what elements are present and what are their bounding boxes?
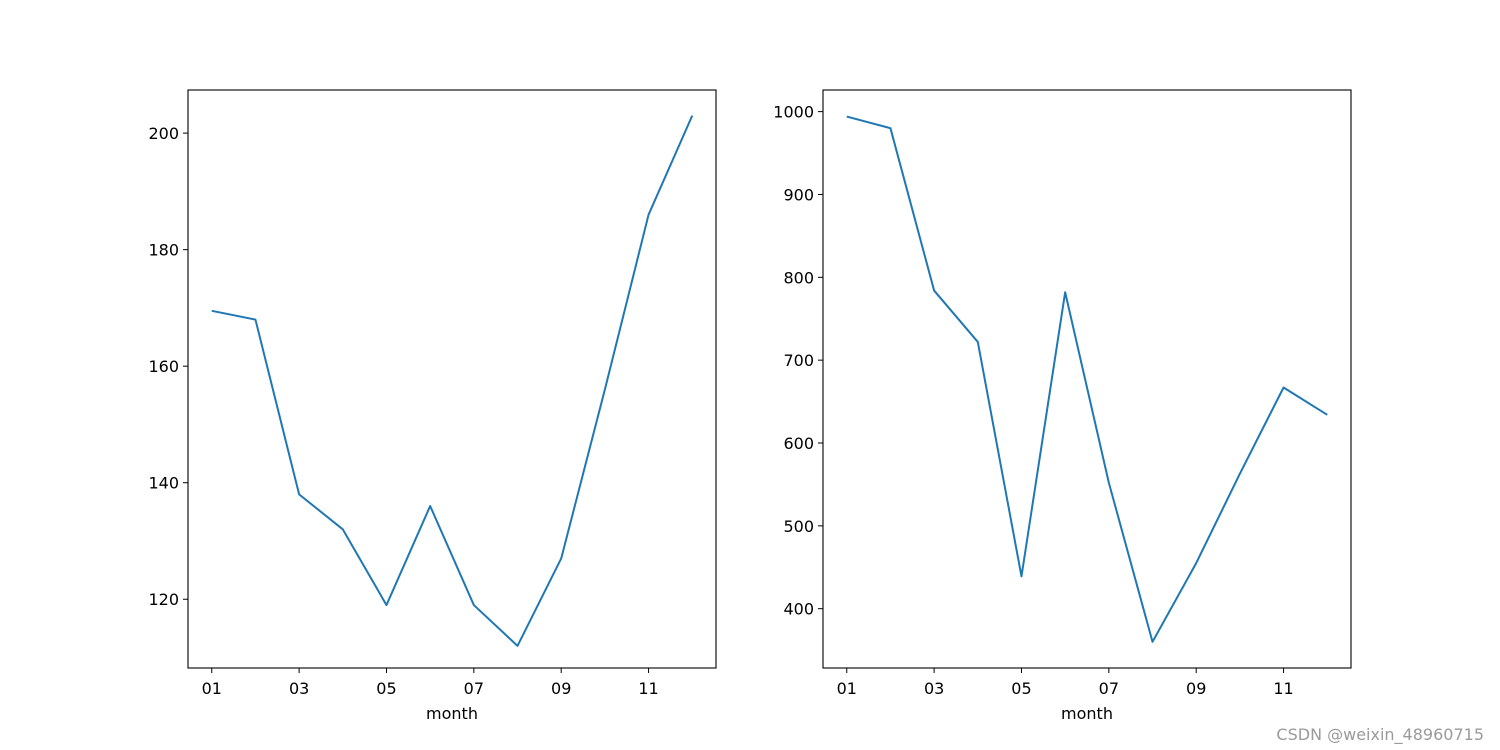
right-y-tick-label: 600 bbox=[783, 434, 814, 453]
right-axes-frame bbox=[822, 89, 1352, 669]
chart-left: 01 03 05 07 09 11 120 140 160 180 200 month bbox=[148, 89, 717, 723]
left-axes-frame bbox=[187, 89, 717, 669]
right-y-tick-label: 800 bbox=[783, 268, 814, 287]
right-x-tick-label: 03 bbox=[924, 679, 944, 698]
left-x-tick-label: 09 bbox=[551, 679, 571, 698]
right-x-tick-label: 11 bbox=[1273, 679, 1293, 698]
right-y-tick-label: 500 bbox=[783, 517, 814, 536]
right-x-tick-label: 09 bbox=[1186, 679, 1206, 698]
right-y-tick-label: 700 bbox=[783, 351, 814, 370]
watermark-text: CSDN @weixin_48960715 bbox=[1276, 725, 1484, 744]
left-y-tick-label: 120 bbox=[148, 590, 179, 609]
left-x-tick-label: 11 bbox=[638, 679, 658, 698]
right-x-axis-label: month bbox=[1061, 704, 1113, 723]
right-x-tick-label: 07 bbox=[1099, 679, 1119, 698]
left-series-line bbox=[211, 115, 694, 647]
right-x-tick-label: 05 bbox=[1011, 679, 1031, 698]
right-y-tick-label: 1000 bbox=[773, 103, 814, 122]
left-x-tick-label: 05 bbox=[376, 679, 396, 698]
left-y-tick-label: 180 bbox=[148, 241, 179, 260]
right-y-tick-label: 900 bbox=[783, 185, 814, 204]
left-y-tick-label: 200 bbox=[148, 124, 179, 143]
right-x-tick-label: 01 bbox=[837, 679, 857, 698]
left-x-axis-label: month bbox=[426, 704, 478, 723]
chart-right: 01 03 05 07 09 11 400 500 600 700 800 900 1000 month bbox=[773, 89, 1352, 723]
left-x-tick-label: 01 bbox=[202, 679, 222, 698]
left-y-tick-label: 140 bbox=[148, 474, 179, 493]
left-y-tick-label: 160 bbox=[148, 357, 179, 376]
left-x-tick-label: 03 bbox=[289, 679, 309, 698]
right-series-line bbox=[846, 115, 1328, 643]
left-x-tick-label: 07 bbox=[464, 679, 484, 698]
right-y-tick-label: 400 bbox=[783, 600, 814, 619]
